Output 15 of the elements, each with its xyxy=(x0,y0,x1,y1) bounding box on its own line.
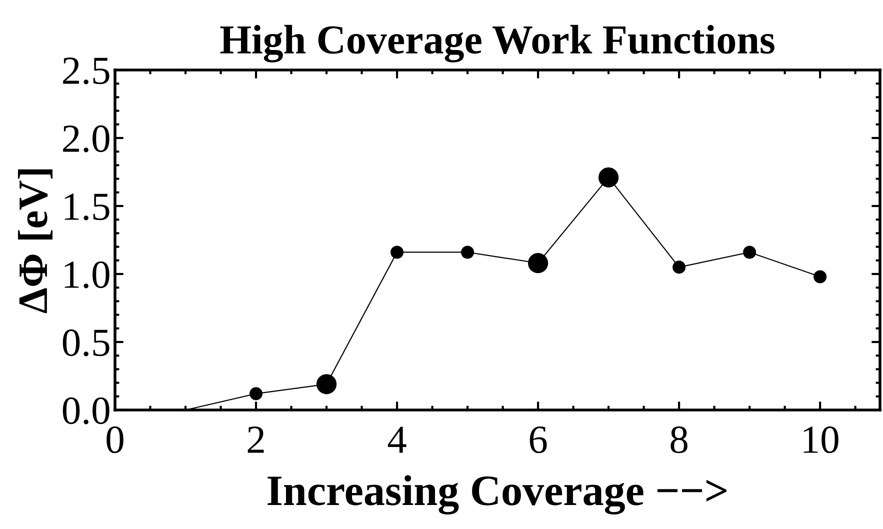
y-tick-label: 0.5 xyxy=(62,329,110,356)
y-tick-label: 0.0 xyxy=(62,397,110,424)
chart-title: High Coverage Work Functions xyxy=(220,24,774,62)
x-tick-label: 10 xyxy=(804,426,838,454)
y-tick-label: 2.5 xyxy=(63,58,110,84)
x-tick-label: 0 xyxy=(106,426,124,454)
y-axis-title: ΔΦ [eV] xyxy=(18,169,52,314)
x-tick-label: 2 xyxy=(248,426,264,453)
x-tick-label: 4 xyxy=(388,426,406,453)
x-axis-title: Increasing Coverage −−> xyxy=(268,475,726,514)
x-tick-label: 6 xyxy=(530,426,547,454)
x-tick-label: 8 xyxy=(670,426,688,454)
y-tick-label: 1.5 xyxy=(64,194,110,220)
y-tick-label: 1.0 xyxy=(64,261,110,288)
y-tick-label: 2.0 xyxy=(63,125,110,152)
